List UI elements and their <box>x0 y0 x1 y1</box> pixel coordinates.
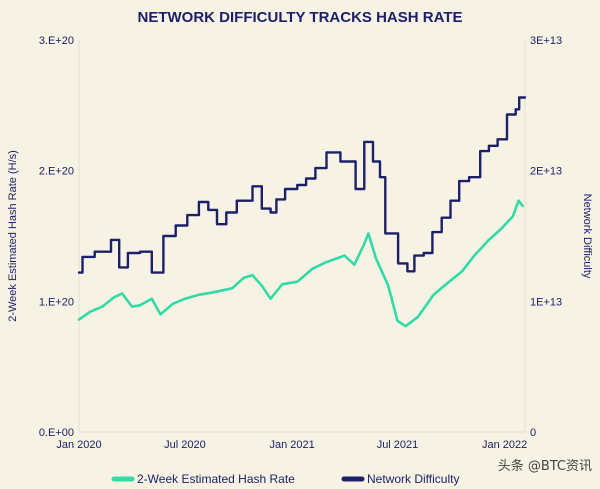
x-tick-label: Jan 2020 <box>56 439 101 451</box>
x-tick-label: Jul 2020 <box>164 439 206 451</box>
y-right-tick-label: 2E+13 <box>530 166 562 178</box>
y-right-tick-label: 1E+13 <box>530 296 562 308</box>
y-left-tick-label: 1.E+20 <box>39 296 74 308</box>
series-line-2-week-estimated-hash-rate <box>77 199 524 328</box>
x-tick-label: Jul 2021 <box>377 439 419 451</box>
watermark: 头条 @BTC资讯 <box>498 458 592 474</box>
y-right-axis-title: Network Difficulty <box>581 194 593 279</box>
y-left-tick-label: 0.E+00 <box>39 427 74 439</box>
y-left-axis-title: 2-Week Estimated Hash Rate (H/s) <box>7 150 19 322</box>
series-line-network-difficulty <box>77 96 527 274</box>
legend: 2-Week Estimated Hash Rate Network Diffi… <box>111 472 459 486</box>
y-right-tick-label: 3E+13 <box>530 35 562 47</box>
chart-title: NETWORK DIFFICULTY TRACKS HASH RATE <box>138 9 463 26</box>
x-tick-label: Jan 2021 <box>269 439 314 451</box>
y-left-tick-label: 2.E+20 <box>39 166 74 178</box>
y-right-tick-label: 0 <box>530 427 536 439</box>
legend-label-network-difficulty: Network Difficulty <box>367 472 459 486</box>
y-left-tick-label: 3.E+20 <box>39 35 74 47</box>
series-layer <box>77 96 527 328</box>
tick-layer: 0.E+00 1.E+20 2.E+20 3.E+20 0 1E+13 2E+13 3E+13… <box>39 35 562 451</box>
legend-label-hash-rate: 2-Week Estimated Hash Rate <box>137 472 295 486</box>
x-tick-label: Jan 2022 <box>482 439 527 451</box>
